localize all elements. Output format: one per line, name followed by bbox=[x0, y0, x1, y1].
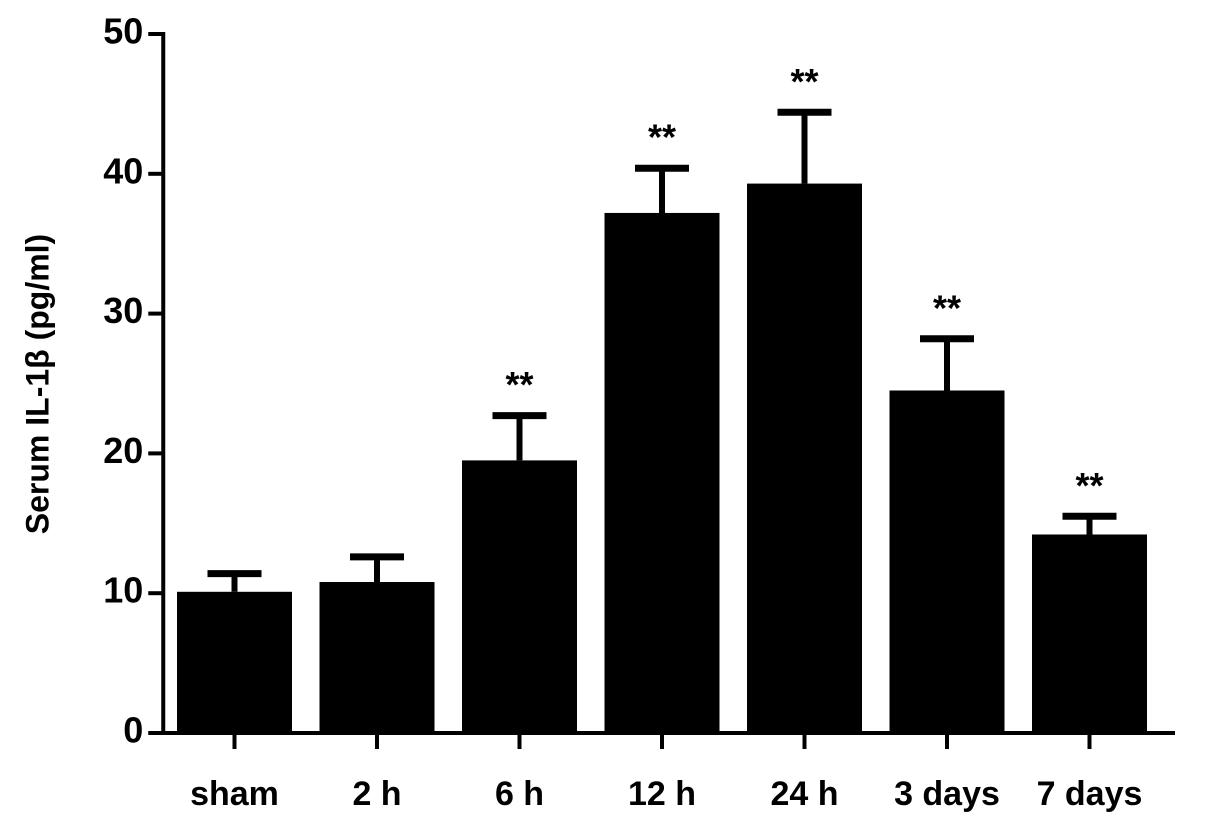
bar bbox=[1032, 534, 1147, 733]
y-tick-label: 10 bbox=[103, 570, 143, 611]
bar bbox=[177, 591, 292, 733]
x-tick-label: 7 days bbox=[1037, 775, 1143, 813]
x-tick-label: 2 h bbox=[352, 775, 401, 813]
y-tick-label: 40 bbox=[103, 150, 143, 191]
significance-label: ** bbox=[933, 287, 961, 328]
x-tick-label: 3 days bbox=[894, 775, 1000, 813]
significance-label: ** bbox=[790, 61, 818, 102]
y-axis-label: Serum IL-1β (pg/ml) bbox=[19, 234, 55, 534]
error-bar bbox=[920, 335, 974, 391]
y-tick-label: 30 bbox=[103, 290, 143, 331]
error-bar bbox=[635, 164, 689, 213]
error-bar bbox=[1062, 512, 1117, 535]
error-bar bbox=[492, 412, 547, 461]
x-tick-label: 24 h bbox=[770, 775, 838, 813]
error-bar bbox=[777, 108, 832, 184]
x-tick-label: 12 h bbox=[628, 775, 696, 813]
bar bbox=[462, 460, 577, 733]
significance-label: ** bbox=[1075, 465, 1103, 506]
x-tick-label: 6 h bbox=[495, 775, 544, 813]
significance-label: ** bbox=[505, 364, 533, 405]
bar bbox=[319, 582, 435, 733]
error-bar bbox=[207, 570, 262, 592]
bar bbox=[747, 183, 862, 733]
y-tick-label: 20 bbox=[103, 430, 143, 471]
error-bar bbox=[350, 553, 404, 583]
x-tick-label: sham bbox=[190, 775, 279, 813]
y-tick-label: 50 bbox=[103, 11, 143, 52]
bar bbox=[604, 212, 720, 734]
bar bbox=[889, 390, 1005, 733]
significance-label: ** bbox=[648, 117, 676, 158]
y-tick-label: 0 bbox=[123, 710, 143, 751]
